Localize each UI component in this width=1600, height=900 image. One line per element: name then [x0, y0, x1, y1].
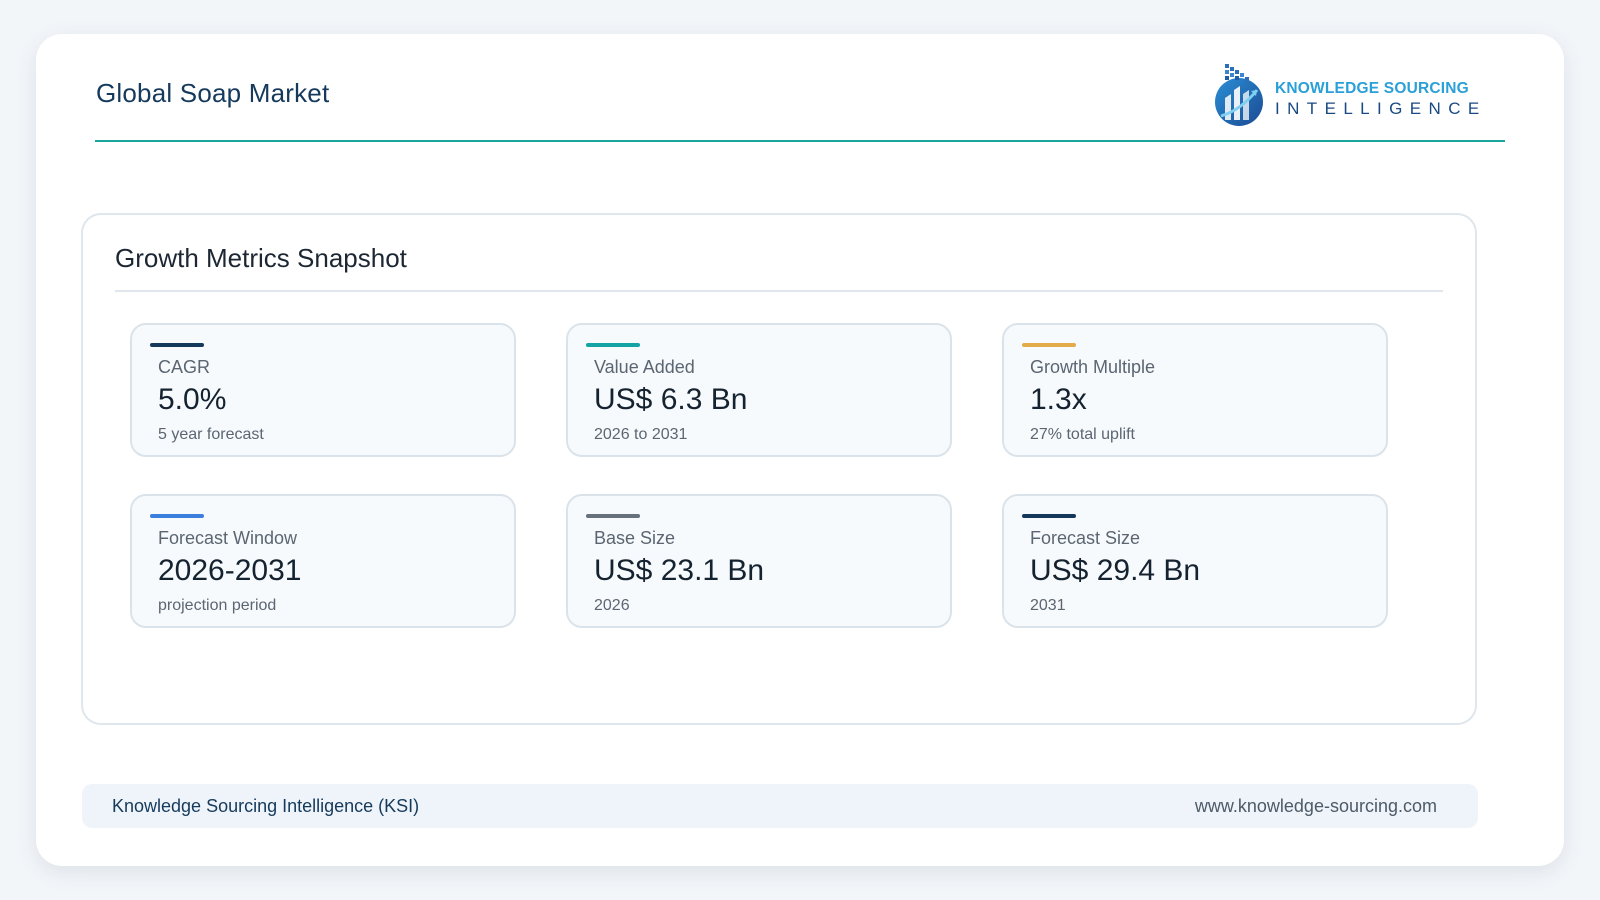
card-accent-bar — [586, 514, 640, 518]
card-subtext: 5 year forecast — [158, 426, 264, 443]
card-value: 2026-2031 — [158, 554, 302, 587]
panel-divider — [115, 290, 1443, 292]
metric-card-forecast-window: Forecast Window 2026-2031 projection per… — [130, 494, 516, 628]
metric-card-growth-multiple: Growth Multiple 1.3x 27% total uplift — [1002, 323, 1388, 457]
card-value: US$ 6.3 Bn — [594, 383, 748, 416]
card-accent-bar — [150, 514, 204, 518]
page-title: Global Soap Market — [96, 78, 330, 108]
metric-card-base-size: Base Size US$ 23.1 Bn 2026 — [566, 494, 952, 628]
metric-card-value-added: Value Added US$ 6.3 Bn 2026 to 2031 — [566, 323, 952, 457]
card-label: Growth Multiple — [1030, 357, 1156, 377]
report-frame: Global Soap Market KNOW — [36, 34, 1564, 866]
metric-card-forecast-size: Forecast Size US$ 29.4 Bn 2031 — [1002, 494, 1388, 628]
card-subtext: projection period — [158, 597, 277, 614]
metric-card-cagr: CAGR 5.0% 5 year forecast — [130, 323, 516, 457]
card-subtext: 2026 — [594, 597, 630, 614]
header-divider — [95, 140, 1505, 142]
card-label: Base Size — [594, 528, 676, 548]
card-label: Forecast Size — [1030, 528, 1141, 548]
card-subtext: 2031 — [1030, 597, 1066, 614]
ksi-logo: KNOWLEDGE SOURCING INTELLIGENCE — [1211, 60, 1511, 130]
card-value: 1.3x — [1030, 383, 1087, 416]
card-accent-bar — [1022, 514, 1076, 518]
footer-company-name: Knowledge Sourcing Intelligence (KSI) — [112, 796, 420, 816]
footer-bar: Knowledge Sourcing Intelligence (KSI) ww… — [82, 784, 1478, 828]
card-subtext: 27% total uplift — [1030, 426, 1135, 443]
card-accent-bar — [586, 343, 640, 347]
card-label: CAGR — [158, 357, 211, 377]
panel-title: Growth Metrics Snapshot — [115, 243, 407, 273]
card-subtext: 2026 to 2031 — [594, 426, 688, 443]
footer-website-link[interactable]: www.knowledge-sourcing.com — [1194, 796, 1437, 816]
card-value: US$ 23.1 Bn — [594, 554, 765, 587]
card-label: Forecast Window — [158, 528, 298, 548]
ksi-logo-icon — [1215, 64, 1263, 126]
card-accent-bar — [1022, 343, 1076, 347]
card-label: Value Added — [594, 357, 695, 377]
logo-text-secondary: INTELLIGENCE — [1275, 99, 1487, 118]
card-value: 5.0% — [158, 383, 227, 416]
logo-text-primary: KNOWLEDGE SOURCING — [1275, 80, 1469, 97]
growth-metrics-panel: Growth Metrics Snapshot CAGR 5.0% 5 year… — [81, 213, 1477, 725]
card-value: US$ 29.4 Bn — [1030, 554, 1201, 587]
card-accent-bar — [150, 343, 204, 347]
